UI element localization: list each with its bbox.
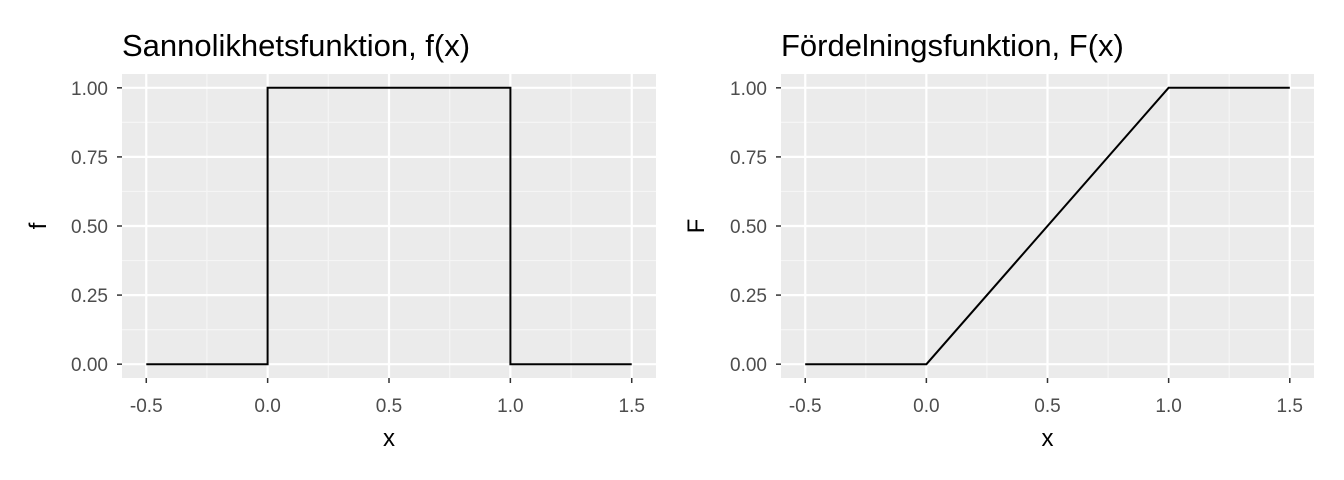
panel-1-y-tick-label: 0.50	[71, 217, 108, 238]
panel-1-x-tick-label: -0.5	[130, 396, 163, 417]
panel-1-x-axis-label: x	[383, 425, 395, 452]
panel-1-y-tick-label: 0.00	[71, 355, 108, 376]
panel-2-x-tick-label: 0.5	[1034, 396, 1060, 417]
panel-2-x-tick-label: 1.0	[1155, 396, 1181, 417]
panel-1-y-axis-label: f	[25, 222, 52, 229]
panel-1-x-tick-label: 1.5	[619, 396, 645, 417]
panel-1-y-tick-label: 0.25	[71, 286, 108, 307]
panel-2-title: Fördelningsfunktion, F(x)	[781, 28, 1124, 63]
panel-1: -0.5 0.0 0.5 1.0 1.5 0.00 0.25 0.50 0.75 1.00 Sann…	[25, 28, 656, 452]
panel-2-y-tick-label: 0.00	[730, 355, 767, 376]
panel-2-x-tick-label: -0.5	[789, 396, 822, 417]
panel-1-y-tick-label: 0.75	[71, 148, 108, 169]
panel-2-x-tick-label: 1.5	[1277, 396, 1303, 417]
panel-2-x-axis-label: x	[1042, 425, 1054, 452]
panel-2: -0.5 0.0 0.5 1.0 1.5 0.00 0.25 0.50 0.75 1.00 Förd…	[683, 28, 1314, 452]
panel-2-y-tick-label: 0.50	[730, 217, 767, 238]
panel-2-y-tick-label: 0.25	[730, 286, 767, 307]
panel-1-x-tick-label: 0.5	[376, 396, 402, 417]
panel-2-series-line	[805, 86, 1290, 366]
panel-2-x-tick-label: 0.0	[913, 396, 939, 417]
panel-1-y-tick-label: 1.00	[71, 79, 108, 100]
panel-2-y-tick-label: 1.00	[730, 79, 767, 100]
panel-1-title: Sannolikhetsfunktion, f(x)	[122, 28, 470, 63]
panel-1-x-tick-label: 1.0	[497, 396, 523, 417]
panel-2-y-axis-label: F	[683, 219, 710, 234]
panel-1-series-line	[146, 86, 632, 366]
panel-2-y-tick-label: 0.75	[730, 148, 767, 169]
panel-1-x-tick-label: 0.0	[254, 396, 280, 417]
